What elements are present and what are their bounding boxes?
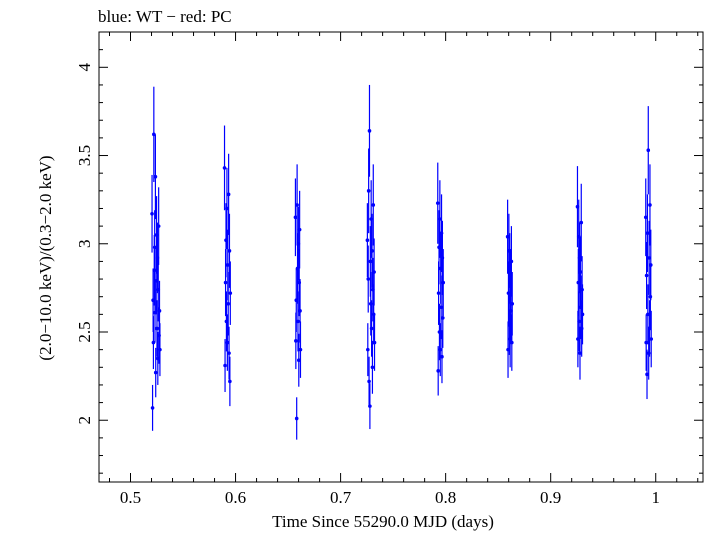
data-point — [579, 220, 584, 225]
data-point — [580, 312, 585, 317]
data-point — [225, 206, 229, 211]
data-point — [150, 211, 154, 216]
data-point — [372, 340, 377, 345]
data-point — [438, 347, 443, 352]
y-tick-label: 3.5 — [75, 145, 94, 166]
data-point — [294, 339, 298, 343]
data-point — [157, 309, 162, 313]
x-tick-label: 1 — [651, 488, 660, 507]
data-point — [223, 280, 228, 285]
x-tick-label: 0.5 — [120, 488, 141, 507]
data-point — [222, 166, 227, 170]
x-tick-label: 0.9 — [540, 488, 561, 507]
data-point — [225, 340, 230, 345]
data-point — [646, 312, 650, 317]
data-point — [645, 372, 649, 377]
data-point — [227, 249, 232, 253]
data-point — [223, 363, 227, 368]
data-point — [296, 358, 301, 363]
data-point — [577, 319, 581, 324]
data-point — [439, 305, 443, 310]
data-point — [226, 192, 231, 197]
data-point — [441, 280, 446, 285]
data-point — [578, 351, 582, 355]
data-point — [367, 379, 371, 384]
data-point — [370, 249, 374, 253]
data-point — [366, 347, 370, 352]
data-point — [644, 340, 648, 345]
data-point — [646, 148, 651, 153]
data-point — [436, 369, 440, 373]
data-point — [368, 259, 373, 264]
data-point — [158, 347, 162, 352]
x-tick-label: 0.8 — [435, 488, 456, 507]
data-series-wt — [150, 84, 654, 440]
data-point — [509, 259, 514, 264]
data-point — [152, 132, 156, 137]
data-point — [510, 301, 515, 306]
data-point — [227, 351, 231, 355]
data-point — [372, 270, 376, 274]
data-point — [370, 365, 375, 370]
data-point — [644, 273, 649, 278]
data-point — [645, 231, 650, 235]
data-point — [298, 309, 302, 313]
y-tick-label: 4 — [75, 63, 94, 72]
data-point — [151, 340, 156, 345]
data-point — [649, 337, 654, 341]
y-tick-label: 3 — [75, 240, 94, 249]
y-axis: 2 2.5 3 3.5 4 — [75, 49, 703, 474]
y-tick-label: 2.5 — [75, 321, 94, 342]
data-point — [153, 370, 158, 375]
data-point — [647, 256, 651, 260]
data-point — [648, 203, 652, 207]
x-tick-label: 0.6 — [225, 488, 246, 507]
data-point — [441, 316, 445, 320]
data-point — [293, 215, 298, 220]
data-point — [648, 263, 653, 267]
data-point — [435, 201, 440, 205]
data-point — [228, 379, 232, 384]
data-point — [436, 291, 441, 295]
data-point — [366, 189, 371, 193]
data-point — [153, 174, 158, 179]
data-point — [156, 224, 161, 228]
x-axis-label: Time Since 55290.0 MJD (days) — [272, 512, 494, 531]
data-point — [510, 340, 514, 345]
data-point — [297, 227, 302, 232]
data-point — [438, 217, 442, 221]
data-point — [366, 277, 371, 281]
data-point — [228, 291, 233, 295]
data-point — [294, 416, 299, 421]
data-point — [298, 347, 303, 352]
x-axis: 0.5 0.6 0.7 0.8 0.9 1 — [109, 32, 699, 507]
x-tick-label: 0.7 — [330, 488, 352, 507]
data-point — [295, 203, 299, 207]
data-point — [150, 406, 155, 410]
chart-title: blue: WT − red: PC — [98, 7, 232, 26]
data-point — [367, 129, 372, 133]
data-point — [296, 319, 300, 324]
y-axis-label: (2.0−10.0 keV)/(0.3−2.0 keV) — [36, 155, 55, 360]
data-point — [226, 301, 231, 306]
data-point — [371, 203, 376, 207]
data-point — [369, 326, 374, 331]
data-point — [225, 263, 230, 267]
data-point — [440, 354, 444, 359]
data-point — [365, 238, 370, 243]
data-point — [155, 326, 159, 331]
plot-frame — [98, 31, 704, 483]
y-tick-label: 2 — [75, 416, 94, 425]
data-point — [578, 270, 583, 274]
data-point — [368, 404, 372, 408]
data-point — [643, 215, 648, 220]
